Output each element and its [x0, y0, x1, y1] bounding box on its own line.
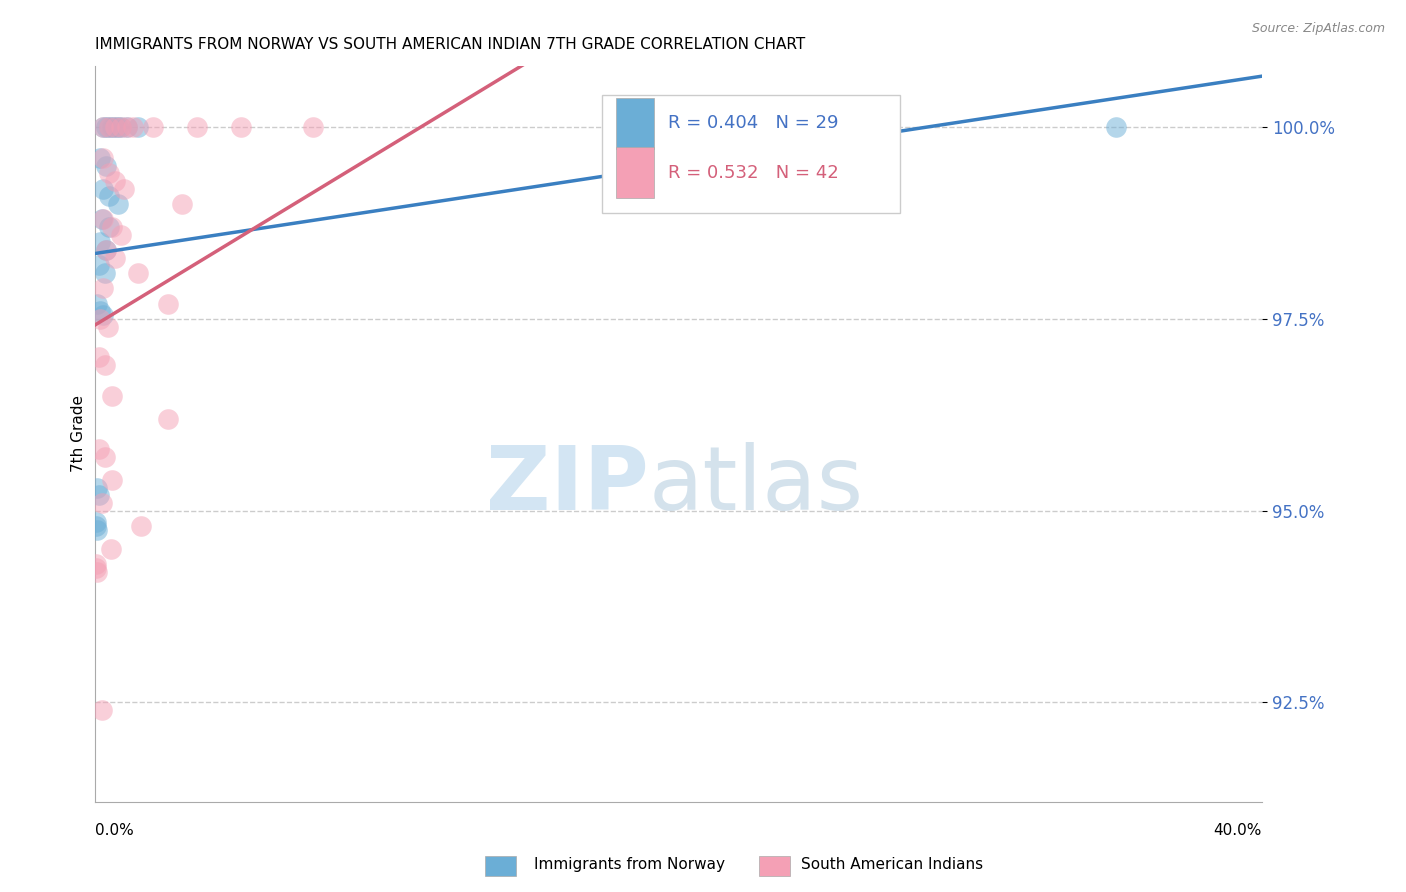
- Text: South American Indians: South American Indians: [801, 857, 984, 872]
- Point: [86, 296, 108, 310]
- Point: [142, 120, 165, 135]
- Point: [156, 296, 179, 310]
- Point: [1105, 120, 1128, 135]
- Text: 0.0%: 0.0%: [94, 823, 134, 838]
- Point: [87, 258, 110, 272]
- Point: [104, 120, 127, 135]
- Point: [129, 519, 152, 533]
- Point: [229, 120, 252, 135]
- Point: [98, 189, 121, 203]
- Point: [115, 120, 138, 135]
- Point: [96, 243, 118, 257]
- Point: [121, 120, 143, 135]
- Point: [156, 411, 179, 425]
- Point: [91, 151, 114, 165]
- Point: [302, 120, 325, 135]
- Point: [609, 120, 631, 135]
- Point: [98, 219, 121, 234]
- Point: [104, 120, 127, 135]
- Point: [101, 120, 124, 135]
- Point: [84, 558, 107, 572]
- Point: [89, 312, 111, 326]
- Point: [107, 120, 129, 135]
- Point: [104, 251, 127, 265]
- FancyBboxPatch shape: [616, 97, 654, 149]
- Point: [96, 243, 118, 257]
- Point: [107, 197, 129, 211]
- Point: [96, 159, 118, 173]
- Point: [101, 388, 124, 402]
- Point: [91, 281, 114, 295]
- Point: [90, 212, 112, 227]
- Point: [84, 515, 107, 529]
- Point: [186, 120, 208, 135]
- Point: [110, 227, 132, 242]
- Point: [110, 120, 132, 135]
- Text: Source: ZipAtlas.com: Source: ZipAtlas.com: [1251, 22, 1385, 36]
- Point: [98, 120, 121, 135]
- Point: [89, 235, 111, 250]
- Text: Immigrants from Norway: Immigrants from Norway: [534, 857, 725, 872]
- Point: [87, 488, 110, 502]
- Point: [91, 181, 114, 195]
- Point: [91, 120, 114, 135]
- Point: [96, 120, 118, 135]
- Point: [87, 442, 110, 457]
- Point: [91, 120, 114, 135]
- Text: R = 0.404   N = 29: R = 0.404 N = 29: [668, 114, 838, 132]
- Point: [90, 703, 112, 717]
- Point: [94, 358, 117, 372]
- Point: [104, 174, 127, 188]
- Point: [86, 481, 108, 495]
- Point: [94, 266, 117, 280]
- Point: [89, 304, 111, 318]
- Point: [98, 166, 121, 180]
- Point: [87, 350, 110, 364]
- Point: [100, 541, 122, 556]
- Point: [172, 197, 194, 211]
- Text: R = 0.532   N = 42: R = 0.532 N = 42: [668, 163, 838, 182]
- Text: 40.0%: 40.0%: [1213, 823, 1263, 838]
- Point: [115, 120, 138, 135]
- Text: IMMIGRANTS FROM NORWAY VS SOUTH AMERICAN INDIAN 7TH GRADE CORRELATION CHART: IMMIGRANTS FROM NORWAY VS SOUTH AMERICAN…: [94, 37, 804, 53]
- Text: atlas: atlas: [650, 442, 865, 529]
- Point: [89, 151, 111, 165]
- Point: [86, 565, 108, 579]
- Y-axis label: 7th Grade: 7th Grade: [72, 395, 86, 473]
- Point: [127, 266, 149, 280]
- Point: [86, 519, 108, 533]
- Point: [91, 308, 114, 322]
- Point: [94, 450, 117, 464]
- Point: [97, 319, 120, 334]
- Point: [101, 219, 124, 234]
- Point: [872, 120, 894, 135]
- Point: [90, 496, 112, 510]
- Point: [86, 523, 108, 537]
- Point: [91, 212, 114, 227]
- Point: [101, 473, 124, 487]
- Point: [98, 120, 121, 135]
- FancyBboxPatch shape: [616, 147, 654, 198]
- Point: [112, 181, 135, 195]
- Point: [86, 561, 108, 575]
- Text: ZIP: ZIP: [486, 442, 650, 529]
- Point: [110, 120, 132, 135]
- Point: [127, 120, 149, 135]
- FancyBboxPatch shape: [602, 95, 900, 213]
